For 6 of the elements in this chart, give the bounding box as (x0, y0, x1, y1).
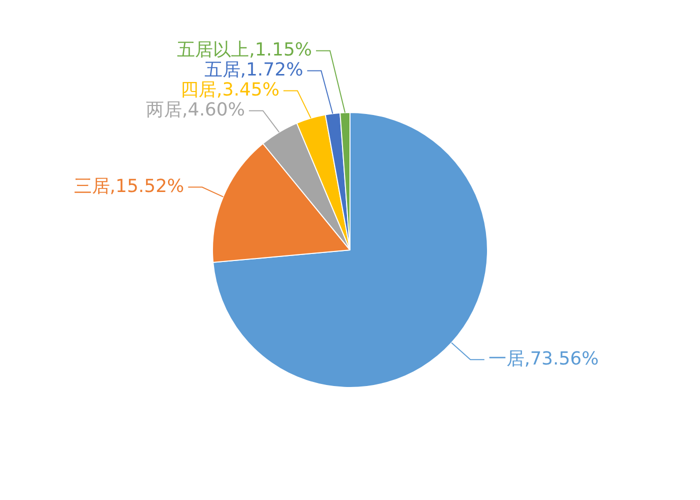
slice-label: 两居,4.60% (146, 99, 245, 120)
slice-label: 一居,73.56% (488, 348, 599, 370)
slice-label: 三居,15.52% (74, 176, 184, 197)
slice-label: 四居,3.45% (180, 79, 280, 100)
slice-label: 五居以上,1.15% (177, 39, 312, 60)
slice-label: 五居,1.72% (204, 59, 304, 80)
